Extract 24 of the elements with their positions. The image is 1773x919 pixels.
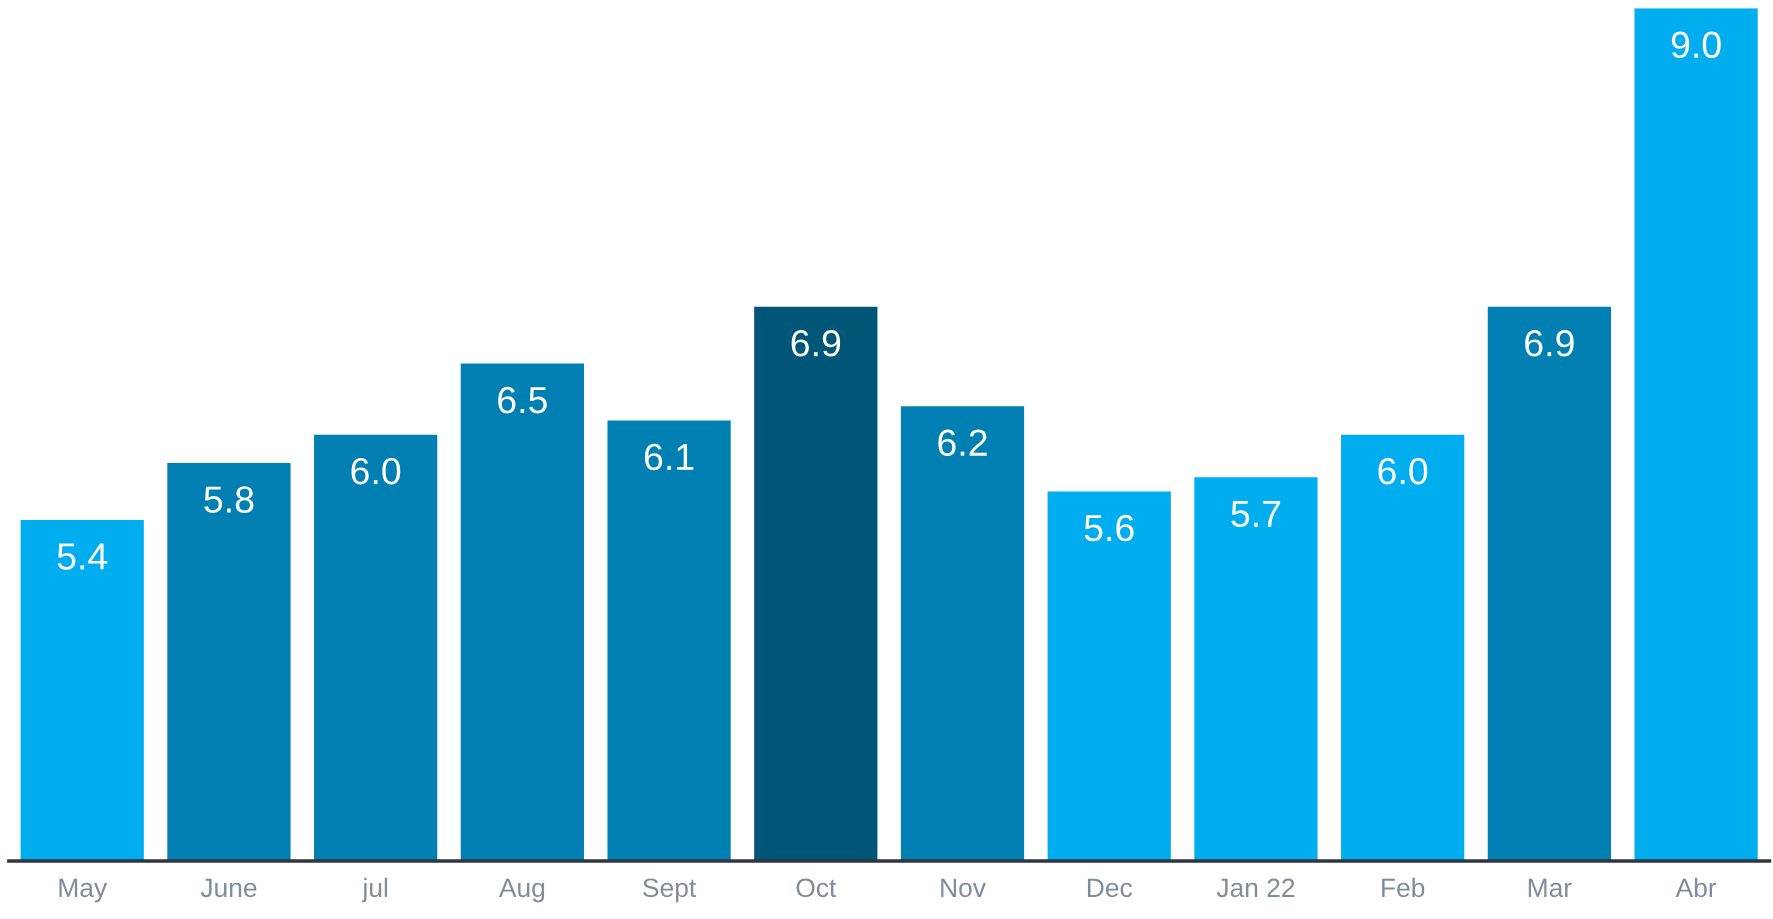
data-label: 5.7 xyxy=(1231,500,1281,528)
x-tick-label: Abr xyxy=(1675,877,1717,898)
data-label: 5.4 xyxy=(57,543,108,570)
data-label: 6.9 xyxy=(791,329,841,357)
x-tick-label: Feb xyxy=(1382,877,1425,898)
x-tick-label: Jan 22 xyxy=(1216,878,1295,898)
data-label: 9.0 xyxy=(1671,31,1721,59)
x-tick-label: Mar xyxy=(1528,878,1572,898)
data-label: 6.0 xyxy=(351,457,401,485)
data-label: 5.6 xyxy=(1084,514,1134,542)
data-label: 6.1 xyxy=(644,443,694,471)
x-tick-label: Aug xyxy=(498,878,545,903)
data-label: 6.9 xyxy=(1525,329,1574,357)
data-label: 6.5 xyxy=(498,386,547,414)
data-label: 6.2 xyxy=(938,429,987,457)
x-tick-label: Sept xyxy=(643,878,697,903)
x-tick-label: Oct xyxy=(796,878,837,898)
data-label: 5.8 xyxy=(204,486,254,513)
x-tick-label: Nov xyxy=(941,878,986,898)
x-tick-label: June xyxy=(200,878,257,898)
x-tick-label: May xyxy=(59,878,108,903)
x-tick-label: Dec xyxy=(1087,878,1132,898)
data-label: 6.0 xyxy=(1378,457,1428,485)
x-tick-label: jul xyxy=(361,877,388,903)
